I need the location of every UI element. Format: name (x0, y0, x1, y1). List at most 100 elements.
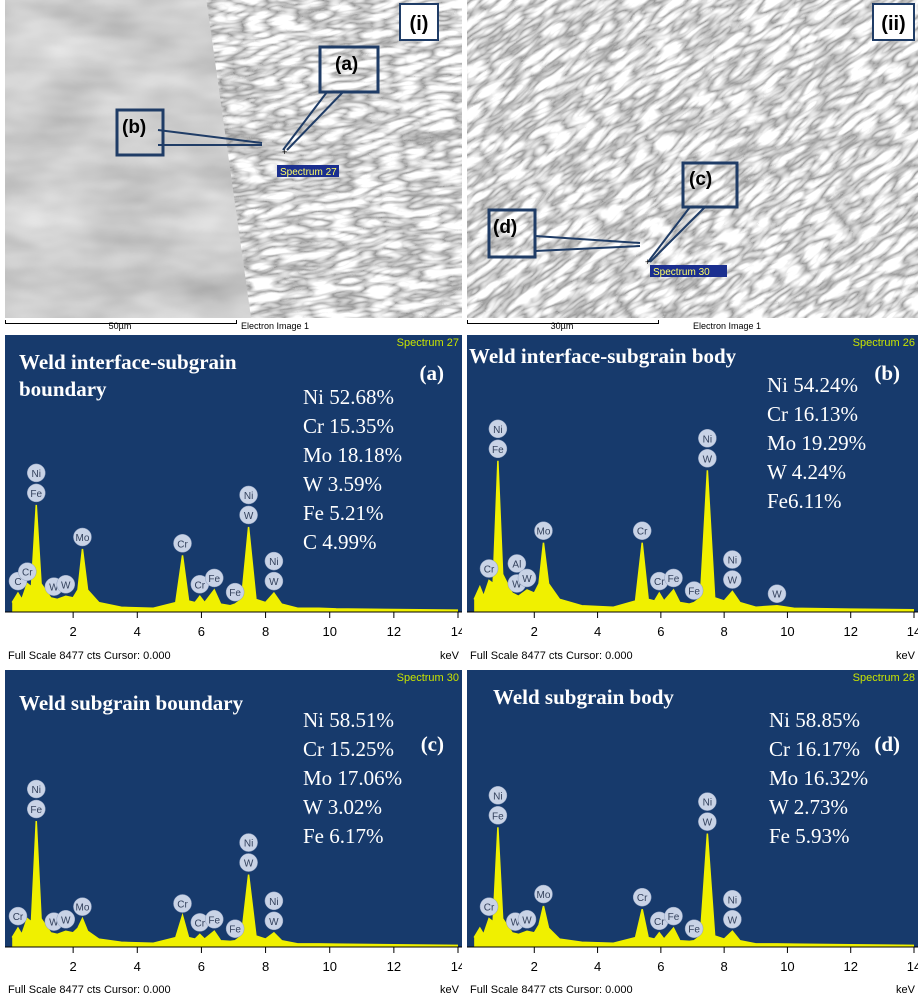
x-tick-label: 4 (134, 959, 141, 974)
x-unit: keV (440, 650, 459, 662)
peak-label: Ni (723, 551, 741, 569)
peak-label: Ni (27, 464, 45, 482)
peak-label-text: Cr (654, 577, 665, 588)
image-label: (ii) (881, 13, 905, 35)
peak-label-text: C (14, 577, 21, 588)
peak-label: Mo (73, 528, 91, 546)
peak-label-text: Mo (75, 533, 89, 544)
panel-title: Weld interface-subgrain body (469, 343, 759, 370)
peak-label: Fe (27, 800, 45, 818)
x-tick-label: 10 (322, 959, 336, 974)
composition: Ni 58.85%Cr 16.17%Mo 16.32%W 2.73%Fe 5.9… (769, 706, 868, 851)
panel-title: Weld subgrain body (493, 684, 783, 711)
x-tick-label: 2 (531, 624, 538, 639)
composition-line: Ni 58.85% (769, 706, 868, 735)
composition-line: Fe 6.17% (303, 822, 402, 851)
panel-title: Weld interface-subgrain boundary (19, 349, 309, 403)
peak-label: Ni (27, 780, 45, 798)
peak-label: Fe (226, 583, 244, 601)
x-tick-label: 14 (451, 624, 462, 639)
peak-label: Ni (698, 429, 716, 447)
peak-label-text: Mo (537, 527, 551, 538)
x-tick-label: 8 (262, 624, 269, 639)
peak-label: W (518, 569, 536, 587)
peak-label-text: Fe (229, 925, 241, 936)
peak-label: Fe (665, 569, 683, 587)
peak-label: Cr (633, 888, 651, 906)
peak-label: Cr (480, 898, 498, 916)
x-tick-label: 8 (721, 624, 728, 639)
x-tick-label: 12 (843, 624, 857, 639)
spectrum-name: Spectrum 26 (853, 337, 915, 349)
peak-label-text: W (269, 577, 279, 588)
x-unit: keV (896, 650, 915, 662)
composition-line: Cr 15.25% (303, 735, 402, 764)
peak-label: Fe (27, 484, 45, 502)
peak-label-text: W (728, 915, 738, 926)
x-tick-label: 14 (451, 959, 462, 974)
peak-label: Ni (265, 892, 283, 910)
peak-label: Cr (9, 907, 27, 925)
peak-label-text: Fe (208, 574, 220, 585)
peak-label-text: W (61, 915, 71, 926)
peak-label-text: W (522, 915, 532, 926)
spectrum-panel: CrNiFeWWMoCrCrFeFeNiWNiW2468101214Weld s… (467, 670, 918, 999)
peak-label: Fe (489, 440, 507, 458)
x-tick-label: 2 (531, 959, 538, 974)
composition-line: Mo 16.32% (769, 764, 868, 793)
x-tick-label: 14 (907, 959, 918, 974)
peak-label-text: W (61, 580, 71, 591)
peak-label-text: W (269, 917, 279, 928)
spectrum-name: Spectrum 27 (397, 337, 459, 349)
peak-label: Fe (226, 920, 244, 938)
peak-label: Cr (174, 534, 192, 552)
peak-label-text: Al (512, 559, 521, 570)
peak-label: Ni (489, 420, 507, 438)
peak-label-text: Ni (493, 791, 502, 802)
peak-label-text: Cr (13, 912, 24, 923)
image-label: (i) (410, 13, 429, 35)
composition-line: W 2.73% (769, 793, 868, 822)
peak-label-text: Fe (229, 588, 241, 599)
marker-label: (b) (122, 117, 146, 138)
composition-line: Cr 16.13% (767, 400, 866, 429)
composition-line: W 3.59% (303, 470, 402, 499)
peak-label-text: Fe (668, 574, 680, 585)
panel-label: (c) (421, 732, 444, 757)
peak-label-text: Fe (30, 805, 42, 816)
peak-label: W (723, 910, 741, 928)
x-tick-label: 10 (780, 624, 794, 639)
peak-label: W (57, 910, 75, 928)
peak-label: Cr (18, 563, 36, 581)
composition-line: Ni 54.24% (767, 371, 866, 400)
composition: Ni 52.68%Cr 15.35%Mo 18.18%W 3.59%Fe 5.2… (303, 383, 402, 557)
peak-label-text: Cr (195, 918, 206, 929)
x-tick-label: 4 (134, 624, 141, 639)
x-unit: keV (440, 984, 459, 996)
composition-line: Cr 15.35% (303, 412, 402, 441)
peak-label-text: Ni (728, 895, 737, 906)
peak-label: Ni (265, 552, 283, 570)
x-tick-label: 4 (594, 624, 601, 639)
peak-label-text: Fe (492, 811, 504, 822)
panel-label: (b) (874, 361, 900, 386)
footer: Full Scale 8477 cts Cursor: 0.000 (8, 984, 171, 996)
peak-label: Fe (205, 910, 223, 928)
x-tick-label: 12 (387, 624, 401, 639)
peak-label-text: Fe (688, 587, 700, 598)
spectrum-name: Spectrum 30 (397, 672, 459, 684)
composition-line: Mo 18.18% (303, 441, 402, 470)
peak-label-text: Ni (703, 798, 712, 809)
spectrum-tag-text: Spectrum 30 (653, 267, 710, 278)
composition-line: Fe6.11% (767, 487, 866, 516)
spectrum-name: Spectrum 28 (853, 672, 915, 684)
peak-label-text: Cr (654, 917, 665, 928)
composition-line: C 4.99% (303, 528, 402, 557)
peak-label: Fe (685, 582, 703, 600)
x-unit: keV (896, 984, 915, 996)
peak-label-text: W (703, 454, 713, 465)
peak-label: Cr (480, 560, 498, 578)
peak-label: Ni (723, 890, 741, 908)
peak-label-text: W (728, 576, 738, 587)
